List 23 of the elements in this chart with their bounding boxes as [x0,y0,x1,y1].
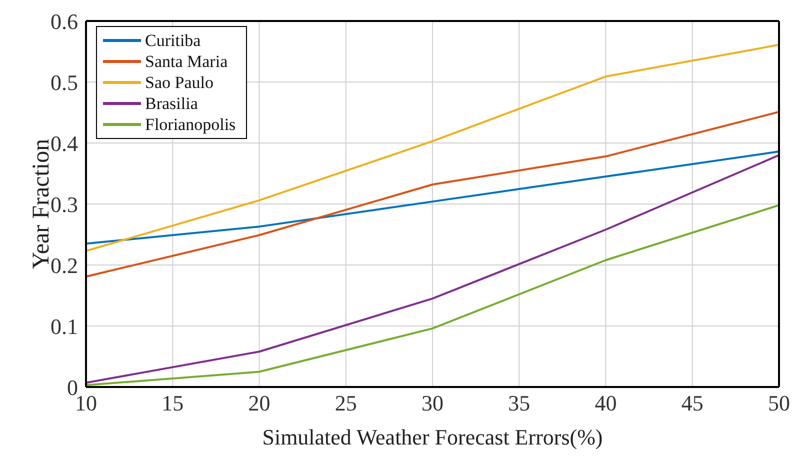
x-tick-label: 25 [334,390,357,416]
y-tick-label: 0 [67,374,78,400]
x-tick-label: 50 [768,390,790,416]
y-tick-label: 0.5 [50,70,78,95]
line-series [86,154,779,384]
legend-label: Curitiba [145,30,201,51]
legend-label: Sao Paulo [145,72,214,93]
x-tick-label: 30 [422,390,444,416]
y-tick-label: 0.1 [50,314,78,339]
y-tick-label: 0.6 [50,8,78,34]
x-tick-label: 20 [248,390,270,416]
legend-label: Florianopolis [145,114,236,135]
line-series [86,110,779,278]
x-tick-label: 40 [594,390,617,416]
x-tick-label: 35 [508,390,530,416]
legend-label: Brasilia [145,93,198,114]
y-tick-label: 0.3 [50,192,78,217]
x-axis-title: Simulated Weather Forecast Errors(%) [262,424,603,450]
x-tick-label: 45 [681,390,704,416]
legend-label: Santa Maria [145,51,228,72]
line-series [86,150,779,245]
y-tick-label: 0.4 [50,130,78,156]
x-tick-label: 15 [162,390,184,416]
